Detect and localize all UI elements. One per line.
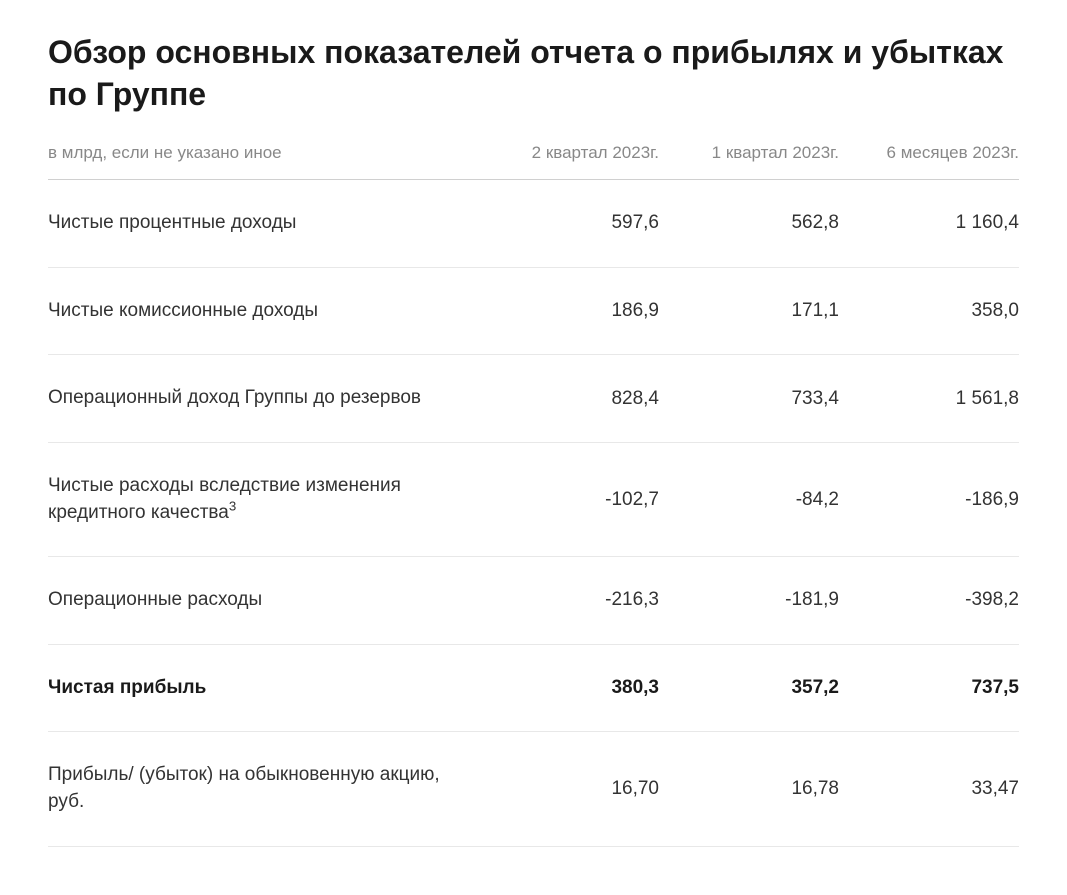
row-value: 186,9 [479,300,659,322]
row-value: 380,3 [479,677,659,699]
row-value: -216,3 [479,589,659,611]
row-value: 597,6 [479,212,659,234]
row-value: 358,0 [839,300,1019,322]
page-title: Обзор основных показателей отчета о приб… [48,32,1019,115]
row-label: Чистые процентные доходы [48,210,479,237]
row-value: 1 561,8 [839,388,1019,410]
table-row: Чистая прибыль380,3357,2737,5 [48,645,1019,733]
column-header: 1 квартал 2023г. [659,143,839,163]
table-row: Чистые расходы вследствие изменения кред… [48,443,1019,557]
table-row: Чистые комиссионные доходы186,9171,1358,… [48,268,1019,356]
row-value: -186,9 [839,489,1019,511]
row-value: 357,2 [659,677,839,699]
row-value: 16,70 [479,778,659,800]
table-row: Чистые процентные доходы597,6562,81 160,… [48,180,1019,268]
row-value: 828,4 [479,388,659,410]
row-value: -181,9 [659,589,839,611]
table-row: Прибыль/ (убыток) на обыкновенную акцию,… [48,732,1019,846]
table-header-row: в млрд, если не указано иное 2 квартал 2… [48,143,1019,180]
row-value: 733,4 [659,388,839,410]
row-value: -102,7 [479,489,659,511]
row-value: 737,5 [839,677,1019,699]
table-subtitle: в млрд, если не указано иное [48,143,479,163]
row-label: Чистые комиссионные доходы [48,298,479,325]
table-row: Операционный доход Группы до резервов828… [48,355,1019,443]
row-label: Чистые расходы вследствие изменения кред… [48,473,479,526]
row-label: Чистая прибыль [48,675,479,702]
table-row: Операционные расходы-216,3-181,9-398,2 [48,557,1019,645]
financial-table: в млрд, если не указано иное 2 квартал 2… [48,143,1019,846]
column-header: 6 месяцев 2023г. [839,143,1019,163]
row-label: Операционный доход Группы до резервов [48,385,479,412]
row-value: 171,1 [659,300,839,322]
row-label: Операционные расходы [48,587,479,614]
column-header: 2 квартал 2023г. [479,143,659,163]
row-label: Прибыль/ (убыток) на обыкновенную акцию,… [48,762,479,815]
row-value: -84,2 [659,489,839,511]
footnote-sup: 3 [229,498,236,513]
row-value: 16,78 [659,778,839,800]
row-value: -398,2 [839,589,1019,611]
row-value: 33,47 [839,778,1019,800]
row-value: 562,8 [659,212,839,234]
row-value: 1 160,4 [839,212,1019,234]
